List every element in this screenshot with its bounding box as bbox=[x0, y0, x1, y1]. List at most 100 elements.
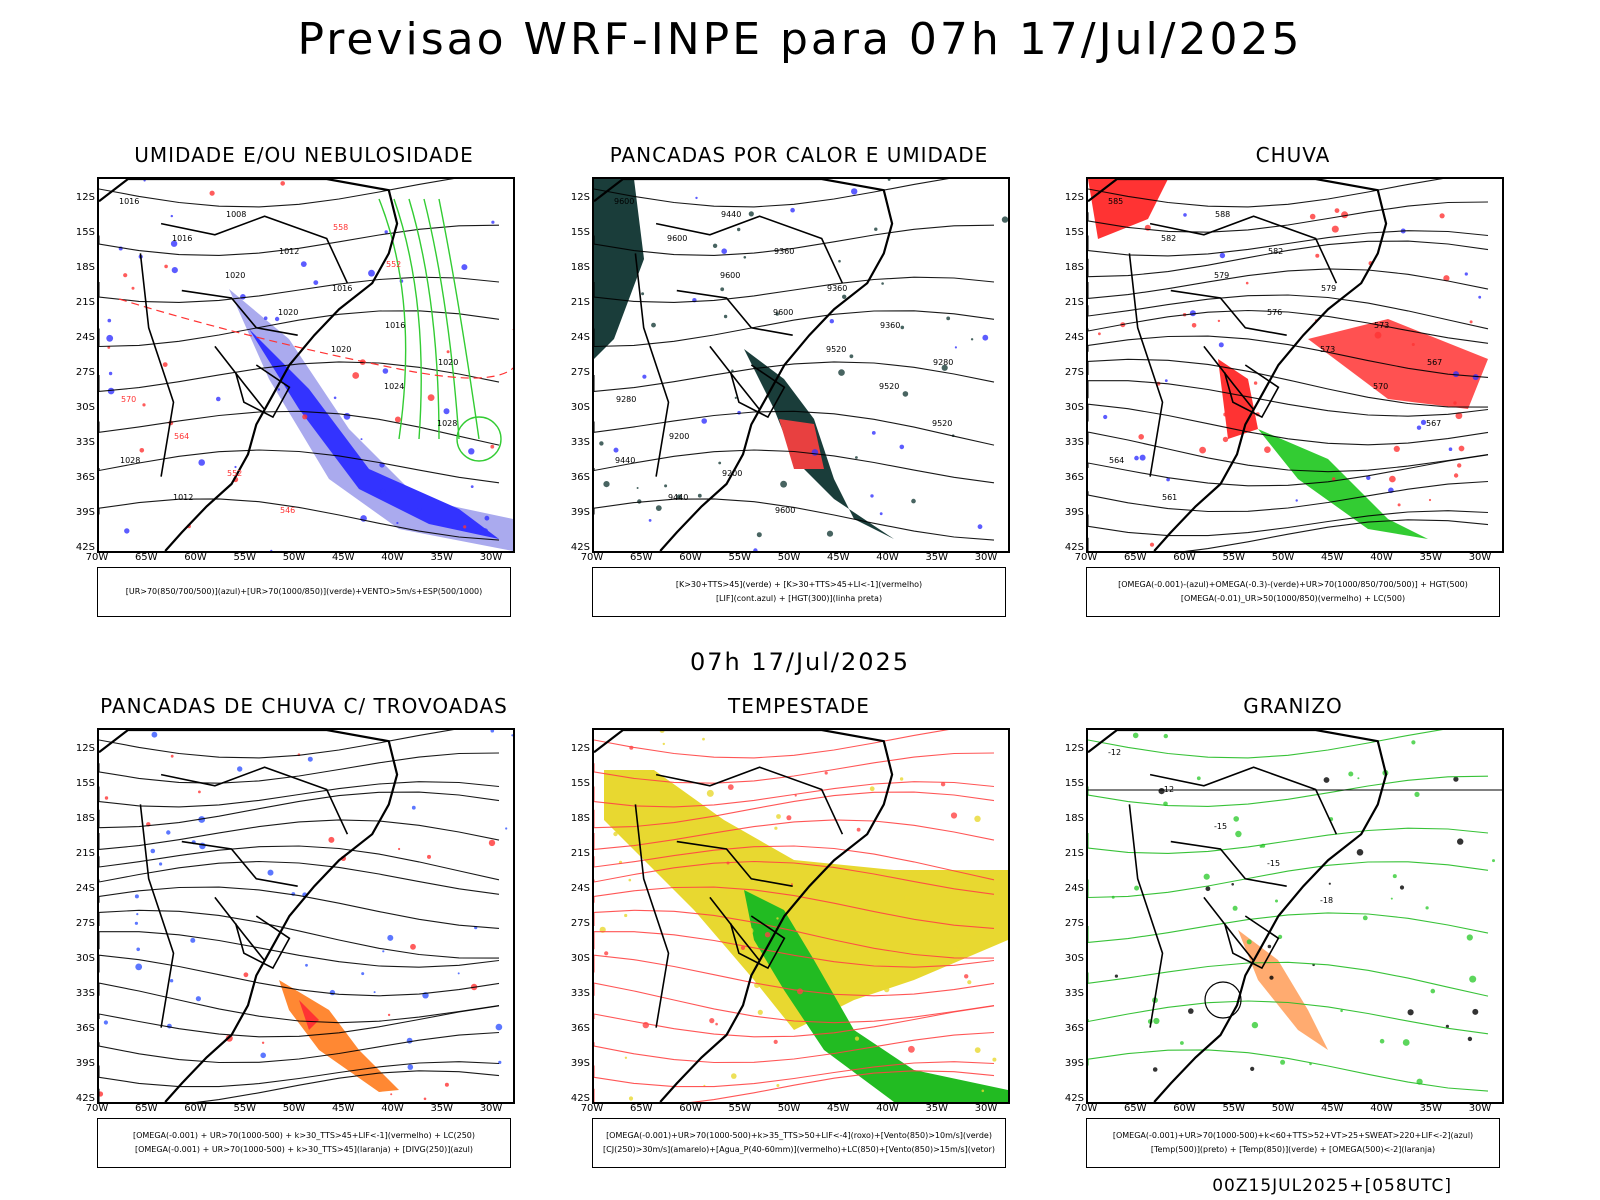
longitude-label: 65W bbox=[629, 1103, 653, 1114]
latitude-label: 27S bbox=[75, 918, 95, 929]
longitude-label: 55W bbox=[728, 552, 752, 563]
longitude-label: 70W bbox=[1074, 552, 1098, 563]
latitude-label: 27S bbox=[1064, 918, 1084, 929]
latitude-label: 12S bbox=[75, 192, 95, 203]
contour-label: 9360 bbox=[827, 284, 847, 293]
longitude-label: 70W bbox=[580, 552, 604, 563]
contour-label: -12 bbox=[1161, 785, 1174, 794]
latitude-label: 30S bbox=[75, 953, 95, 964]
main-title: Previsao WRF-INPE para 07h 17/Jul/2025 bbox=[297, 14, 1303, 65]
contour-label: 9200 bbox=[669, 432, 689, 441]
legend-line: [Temp(500)](preto) + [Temp(850)](verde) … bbox=[1150, 1145, 1436, 1154]
latitude-label: 15S bbox=[1064, 227, 1084, 238]
latitude-label: 24S bbox=[570, 332, 590, 343]
contour-label: 585 bbox=[1108, 197, 1123, 206]
forecast-map: 1016 1016 1020 1020 1020 1024 1028 1028 1012 1008… bbox=[97, 177, 515, 553]
longitude-label: 60W bbox=[184, 552, 207, 563]
legend-line: [CJ(250)>30m/s](amarelo)+[Agua_P(40-60mm… bbox=[603, 1145, 995, 1154]
longitude-label: 45W bbox=[826, 1103, 850, 1114]
contour-label: 9360 bbox=[880, 321, 900, 330]
contour-label: 567 bbox=[1426, 419, 1441, 428]
latitude-label: 33S bbox=[1064, 437, 1084, 448]
longitude-label: 60W bbox=[679, 1103, 702, 1114]
latitude-label: 39S bbox=[1064, 507, 1084, 518]
contour-label: 1020 bbox=[278, 308, 298, 317]
map-graphic: -12 -12 -15 -15 -18 bbox=[1088, 730, 1502, 1102]
contour-label: 582 bbox=[1268, 247, 1283, 256]
panel-legend: [OMEGA(-0.001)-(azul)+OMEGA(-0.3)-(verde… bbox=[1086, 567, 1500, 617]
contour-label: 558 bbox=[333, 223, 348, 232]
latitude-label: 15S bbox=[1064, 778, 1084, 789]
longitude-label: 55W bbox=[233, 552, 257, 563]
longitude-label: 30W bbox=[974, 1103, 998, 1114]
panel-title: GRANIZO bbox=[1243, 694, 1343, 718]
legend-line: [OMEGA(-0.001) + UR>70(1000-500) + k>30_… bbox=[132, 1131, 476, 1140]
longitude-label: 40W bbox=[876, 1103, 899, 1114]
longitude-label: 55W bbox=[728, 1103, 752, 1114]
longitude-label: 30W bbox=[479, 552, 503, 563]
longitude-label: 40W bbox=[1370, 1103, 1393, 1114]
contour-label: 1016 bbox=[172, 234, 192, 243]
longitude-label: 60W bbox=[184, 1103, 207, 1114]
contour-label: 1016 bbox=[385, 321, 405, 330]
contour-label: 9600 bbox=[720, 271, 740, 280]
contour-label: 9600 bbox=[614, 197, 634, 206]
contour-label: 9600 bbox=[775, 506, 795, 515]
longitude-label: 70W bbox=[580, 1103, 604, 1114]
contour-label: 1020 bbox=[331, 345, 351, 354]
longitude-label: 35W bbox=[430, 1103, 454, 1114]
contour-label: 9440 bbox=[615, 456, 635, 465]
mid-title: 07h 17/Jul/2025 bbox=[689, 648, 911, 676]
legend-line: [LIF](cont.azul) + [HGT(300)](linha pret… bbox=[715, 594, 883, 603]
forecast-map bbox=[97, 728, 515, 1104]
panel-legend: [OMEGA(-0.001) + UR>70(1000-500) + k>30_… bbox=[97, 1118, 511, 1168]
map-graphic bbox=[99, 730, 513, 1102]
contour-label: 552 bbox=[227, 469, 242, 478]
latitude-label: 21S bbox=[570, 848, 590, 859]
contour-label: 1020 bbox=[225, 271, 245, 280]
latitude-label: 36S bbox=[75, 1023, 95, 1034]
latitude-label: 36S bbox=[570, 472, 590, 483]
latitude-label: 39S bbox=[570, 1058, 590, 1069]
run-footer: 00Z15JUL2025+[058UTC] bbox=[1212, 1176, 1452, 1196]
latitude-label: 42S bbox=[570, 542, 590, 553]
latitude-label: 36S bbox=[1064, 472, 1084, 483]
contour-label: 1016 bbox=[332, 284, 352, 293]
contour-label: 573 bbox=[1320, 345, 1335, 354]
latitude-label: 42S bbox=[75, 1093, 95, 1104]
forecast-map: 9600 9600 9600 9600 9520 9520 9520 9440 9440 9440… bbox=[592, 177, 1010, 553]
contour-label: 1016 bbox=[119, 197, 139, 206]
longitude-label: 35W bbox=[925, 552, 949, 563]
latitude-label: 21S bbox=[75, 297, 95, 308]
latitude-label: 18S bbox=[570, 262, 590, 273]
contour-label: 9440 bbox=[668, 493, 688, 502]
contour-label: 579 bbox=[1214, 271, 1229, 280]
latitude-label: 24S bbox=[1064, 883, 1084, 894]
contour-label: 561 bbox=[1162, 493, 1177, 502]
latitude-label: 12S bbox=[1064, 192, 1084, 203]
panel-title: PANCADAS POR CALOR E UMIDADE bbox=[609, 143, 989, 167]
contour-label: 573 bbox=[1374, 321, 1389, 330]
longitude-label: 35W bbox=[925, 1103, 949, 1114]
latitude-label: 33S bbox=[1064, 988, 1084, 999]
contour-label: 9520 bbox=[932, 419, 952, 428]
longitude-label: 30W bbox=[974, 552, 998, 563]
latitude-label: 27S bbox=[570, 918, 590, 929]
longitude-label: 45W bbox=[1320, 552, 1344, 563]
longitude-label: 55W bbox=[1222, 552, 1246, 563]
latitude-label: 33S bbox=[570, 988, 590, 999]
contour-label: 564 bbox=[1109, 456, 1124, 465]
contour-label: 9520 bbox=[826, 345, 846, 354]
map-graphic: 1016 1016 1020 1020 1020 1024 1028 1028 1012 1008… bbox=[99, 179, 513, 551]
legend-line: [OMEGA(-0.01)_UR>50(1000/850)(vermelho) … bbox=[1180, 594, 1406, 603]
latitude-label: 42S bbox=[570, 1093, 590, 1104]
contour-label: 570 bbox=[1373, 382, 1388, 391]
map-graphic: 9600 9600 9600 9600 9520 9520 9520 9440 9440 9440… bbox=[594, 179, 1008, 551]
longitude-label: 30W bbox=[479, 1103, 503, 1114]
latitude-label: 30S bbox=[570, 402, 590, 413]
contour-label: 9360 bbox=[774, 247, 794, 256]
contour-label: 564 bbox=[174, 432, 189, 441]
latitude-label: 27S bbox=[75, 367, 95, 378]
contour-label: 1008 bbox=[226, 210, 246, 219]
latitude-label: 42S bbox=[1064, 542, 1084, 553]
